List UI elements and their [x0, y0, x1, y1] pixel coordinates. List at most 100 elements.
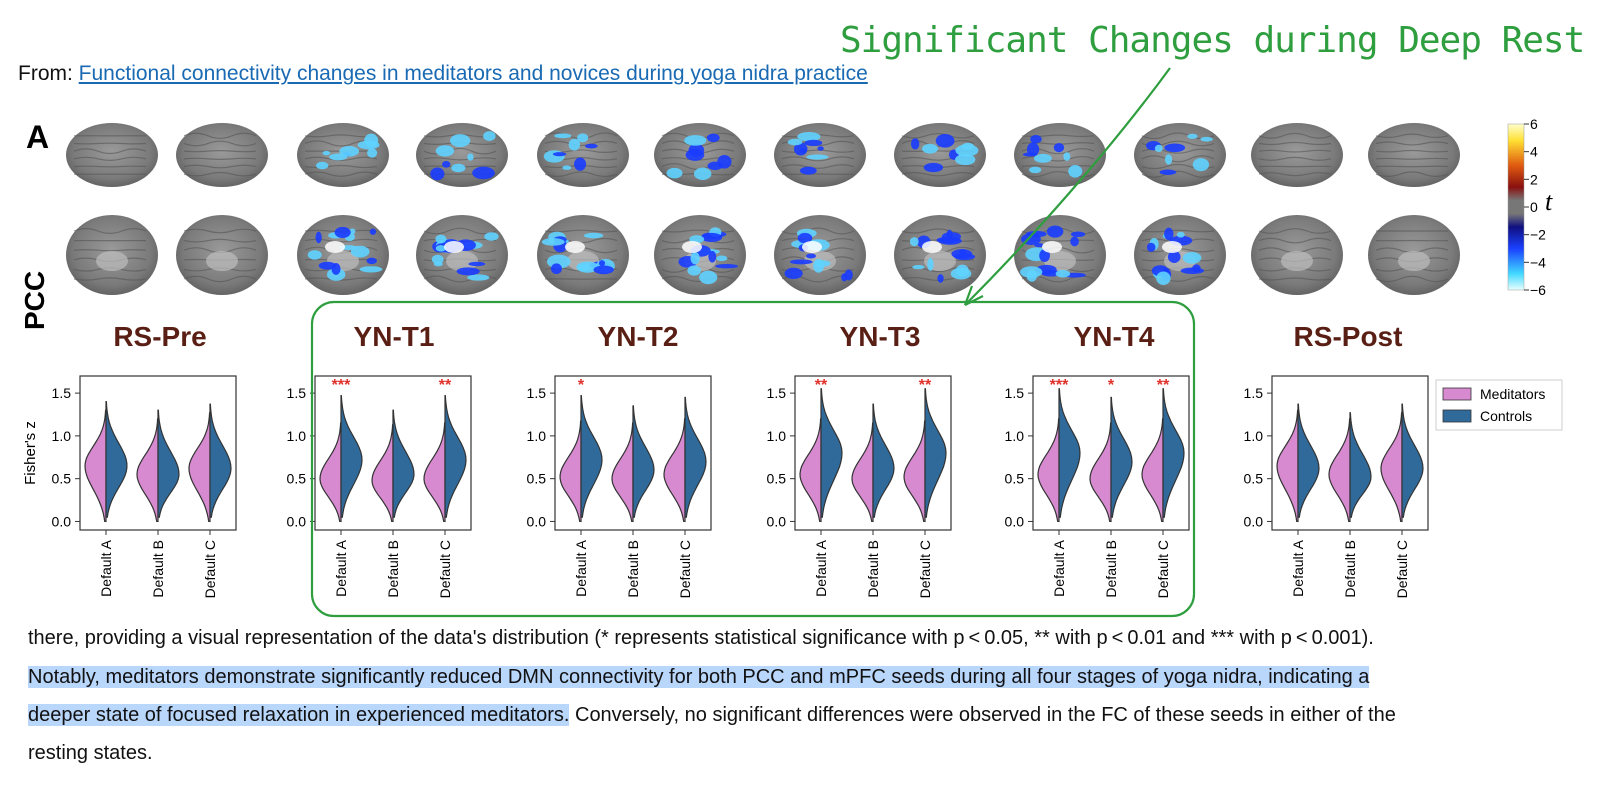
body-text-line-4: resting states. — [28, 742, 153, 764]
violin-controls — [1110, 396, 1133, 518]
violin-meditators — [319, 422, 342, 523]
source-line: From: Functional connectivity changes in… — [18, 62, 868, 86]
brain-lateral-view — [1014, 123, 1106, 187]
seed-label: PCC — [19, 271, 50, 330]
brain-surface-maps — [66, 123, 1460, 295]
violin-meditators — [1328, 418, 1351, 523]
y-tick-label: 0.5 — [287, 471, 307, 487]
legend-entry: Meditators — [1480, 386, 1545, 402]
highlighted-text: Notably, meditators demonstrate signific… — [28, 666, 1370, 688]
violin-meditators — [1276, 409, 1299, 523]
highlight-box — [310, 300, 1196, 618]
x-tick-label: Default C — [677, 540, 693, 598]
significance-marker: *** — [332, 377, 351, 394]
violin-controls — [209, 403, 232, 518]
y-tick-label: 1.5 — [527, 385, 547, 401]
x-tick-label: Default B — [1342, 540, 1358, 598]
violin-meditators — [799, 418, 822, 523]
violin-panel: 0.0 0.5 1.0 1.5 Default A * Default B Default C — [527, 375, 712, 598]
colorbar-tick-label: 0 — [1530, 199, 1538, 215]
y-tick-label: 0.0 — [1005, 513, 1025, 529]
y-tick-label: 1.5 — [1244, 385, 1264, 401]
brain-medial-view — [894, 215, 986, 295]
stage-title: YN-T2 — [598, 321, 679, 352]
violin-panel: 0.0 0.5 1.0 1.5 Default A ** Default B Default … — [767, 375, 952, 598]
violin-meditators — [188, 412, 211, 523]
violin-controls — [340, 395, 363, 518]
brain-lateral-view — [1368, 123, 1460, 187]
violin-controls — [924, 388, 947, 518]
brain-lateral-view — [894, 123, 986, 187]
colorbar-tick-label: −2 — [1530, 227, 1546, 243]
x-tick-label: Default B — [865, 540, 881, 598]
y-tick-label: 1.0 — [1244, 428, 1264, 444]
brain-lateral-view — [66, 123, 158, 187]
x-tick-label: Default B — [150, 540, 166, 598]
violin-controls — [157, 409, 180, 518]
y-tick-label: 0.5 — [1244, 471, 1264, 487]
violin-panel: 0.0 0.5 1.0 1.5 Default A *** Default B * Defaul… — [1005, 375, 1190, 598]
brain-lateral-view — [774, 123, 866, 187]
violin-meditators — [84, 409, 107, 523]
colorbar-tick-label: −6 — [1530, 282, 1546, 298]
y-tick-label: 1.5 — [52, 385, 72, 401]
stage-title: RS-Post — [1294, 321, 1403, 352]
brain-lateral-view — [176, 123, 268, 187]
y-tick-label: 1.0 — [527, 428, 547, 444]
violin-controls — [1401, 403, 1424, 518]
violin-panel: 0.0 0.5 1.0 1.5 Default A Default B Default C — [1244, 375, 1429, 598]
brain-lateral-view — [537, 123, 629, 187]
x-tick-label: Default C — [917, 540, 933, 598]
violin-controls — [105, 401, 128, 518]
y-tick-label: 1.5 — [1005, 385, 1025, 401]
x-tick-label: Default B — [1103, 540, 1119, 598]
brain-medial-view — [1368, 215, 1460, 295]
violin-controls — [1349, 412, 1372, 518]
body-text: Conversely, no significant differences w… — [569, 704, 1396, 726]
brain-lateral-view — [297, 123, 389, 187]
violin-meditators — [851, 422, 874, 523]
violin-controls — [392, 409, 415, 518]
violin-panel: 0.0 0.5 1.0 1.5 Default A Default B Default C F… — [22, 375, 237, 598]
source-article-link[interactable]: Functional connectivity changes in medit… — [78, 62, 868, 85]
significance-marker: ** — [815, 377, 828, 394]
violin-meditators — [1141, 418, 1164, 523]
colorbar-tick-label: 2 — [1530, 171, 1538, 187]
significance-marker: ** — [919, 377, 932, 394]
brain-lateral-view — [416, 123, 508, 187]
violin-controls — [1058, 388, 1081, 518]
x-tick-label: Default A — [333, 539, 349, 596]
violin-controls — [1297, 403, 1320, 518]
y-tick-label: 1.5 — [287, 385, 307, 401]
violin-controls — [1162, 388, 1185, 518]
x-tick-label: Default C — [437, 540, 453, 598]
x-tick-label: Default A — [813, 539, 829, 596]
x-tick-label: Default C — [1394, 540, 1410, 598]
legend-entry: Controls — [1480, 408, 1532, 424]
significance-marker: ** — [439, 377, 452, 394]
brain-medial-view — [1134, 215, 1226, 295]
violin-controls — [820, 388, 843, 518]
stage-titles: RS-Pre YN-T1 YN-T2 YN-T3 YN-T4 RS-Post — [113, 321, 1402, 352]
brain-lateral-view — [654, 123, 746, 187]
y-tick-label: 1.5 — [767, 385, 787, 401]
violin-meditators — [1089, 422, 1112, 523]
violin-meditators — [611, 422, 634, 523]
x-tick-label: Default B — [625, 540, 641, 598]
significance-marker: * — [1108, 377, 1115, 394]
violin-meditators — [663, 418, 686, 523]
significance-marker: * — [578, 377, 585, 394]
y-tick-label: 0.5 — [527, 471, 547, 487]
y-tick-label: 0.5 — [52, 471, 72, 487]
x-tick-label: Default A — [1290, 539, 1306, 596]
brain-medial-view — [654, 215, 746, 295]
violin-panel: 0.0 0.5 1.0 1.5 Default A *** Default B Default… — [287, 375, 472, 598]
legend: Meditators Controls — [1435, 379, 1563, 431]
colorbar-tick-label: 4 — [1530, 144, 1538, 160]
body-text-line-1: there, providing a visual representation… — [28, 627, 1374, 649]
y-tick-label: 1.0 — [287, 428, 307, 444]
x-tick-label: Default A — [98, 539, 114, 596]
y-tick-label: 1.0 — [1005, 428, 1025, 444]
y-tick-label: 0.0 — [1244, 513, 1264, 529]
annotation-note: Significant Changes during Deep Rest — [840, 20, 1585, 61]
